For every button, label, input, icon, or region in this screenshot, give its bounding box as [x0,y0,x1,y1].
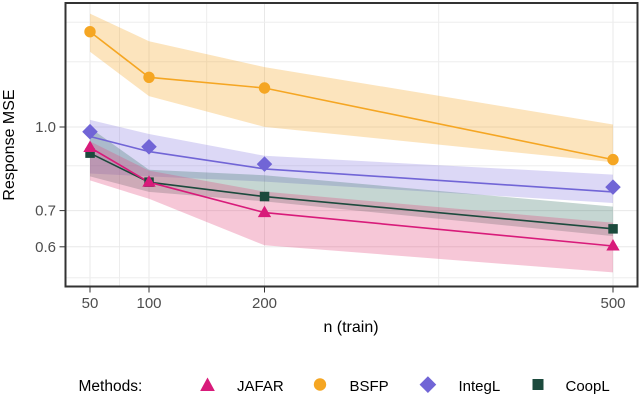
svg-text:n (train): n (train) [323,319,378,336]
svg-text:500: 500 [600,295,625,312]
svg-text:CoopL: CoopL [566,378,610,395]
svg-text:Response MSE: Response MSE [1,89,18,200]
svg-text:0.6: 0.6 [35,239,56,256]
svg-text:0.7: 0.7 [35,203,56,220]
svg-text:BSFP: BSFP [350,378,389,395]
svg-text:100: 100 [136,295,161,312]
svg-text:JAFAR: JAFAR [237,378,284,395]
svg-text:Methods:: Methods: [79,378,143,395]
svg-text:IntegL: IntegL [459,378,501,395]
svg-text:1.0: 1.0 [35,119,56,136]
svg-text:50: 50 [82,295,99,312]
svg-text:200: 200 [252,295,277,312]
